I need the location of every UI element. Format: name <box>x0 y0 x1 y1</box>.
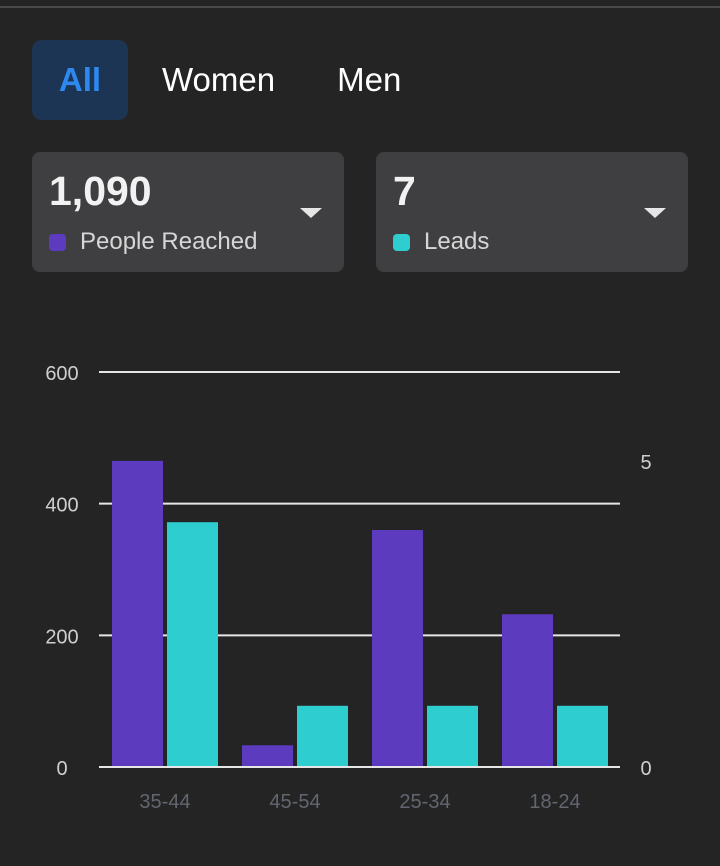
tab-women[interactable]: Women <box>162 61 276 98</box>
x-axis-tick-label: 45-54 <box>269 791 320 813</box>
people-reached-label: People Reached <box>80 228 258 255</box>
bar-people-reached-25-34 <box>372 530 423 767</box>
left-axis-tick-label: 600 <box>45 363 78 385</box>
left-axis-tick-label: 200 <box>45 626 78 648</box>
x-axis-tick-label: 18-24 <box>529 791 580 813</box>
top-divider <box>0 6 720 8</box>
x-axis-tick-label: 35-44 <box>139 791 190 813</box>
tab-men[interactable]: Men <box>337 61 402 98</box>
leads-label: Leads <box>424 228 490 255</box>
dropdown-caret-icon[interactable] <box>300 208 322 218</box>
gender-tabs: All Women Men <box>32 40 401 120</box>
people-reached-selector[interactable]: 1,090 People Reached <box>32 152 344 272</box>
bar-leads-25-34 <box>427 705 478 767</box>
left-axis-tick-label: 0 <box>56 758 67 780</box>
right-axis-tick-label: 0 <box>640 758 651 780</box>
leads-legend: Leads <box>393 228 489 256</box>
tab-all[interactable]: All <box>32 40 128 120</box>
bar-people-reached-18-24 <box>502 614 553 767</box>
bar-leads-18-24 <box>557 705 608 767</box>
x-axis-tick-label: 25-34 <box>399 791 450 813</box>
age-breakdown-chart: 0 200 400 600 0 5 35-44 45-54 25-34 18-24 <box>45 363 651 813</box>
people-reached-legend: People Reached <box>49 228 257 256</box>
leads-swatch <box>393 233 410 251</box>
dropdown-caret-icon[interactable] <box>644 208 666 218</box>
bar-people-reached-45-54 <box>242 745 293 767</box>
bar-leads-35-44 <box>167 522 218 767</box>
leads-value: 7 <box>393 168 416 214</box>
leads-selector[interactable]: 7 Leads <box>376 152 688 272</box>
people-reached-swatch <box>49 233 66 251</box>
right-axis-tick-label: 5 <box>640 452 651 474</box>
left-axis-tick-label: 400 <box>45 495 78 517</box>
bar-people-reached-35-44 <box>112 460 163 767</box>
bar-leads-45-54 <box>297 705 348 767</box>
people-reached-value: 1,090 <box>49 168 152 214</box>
